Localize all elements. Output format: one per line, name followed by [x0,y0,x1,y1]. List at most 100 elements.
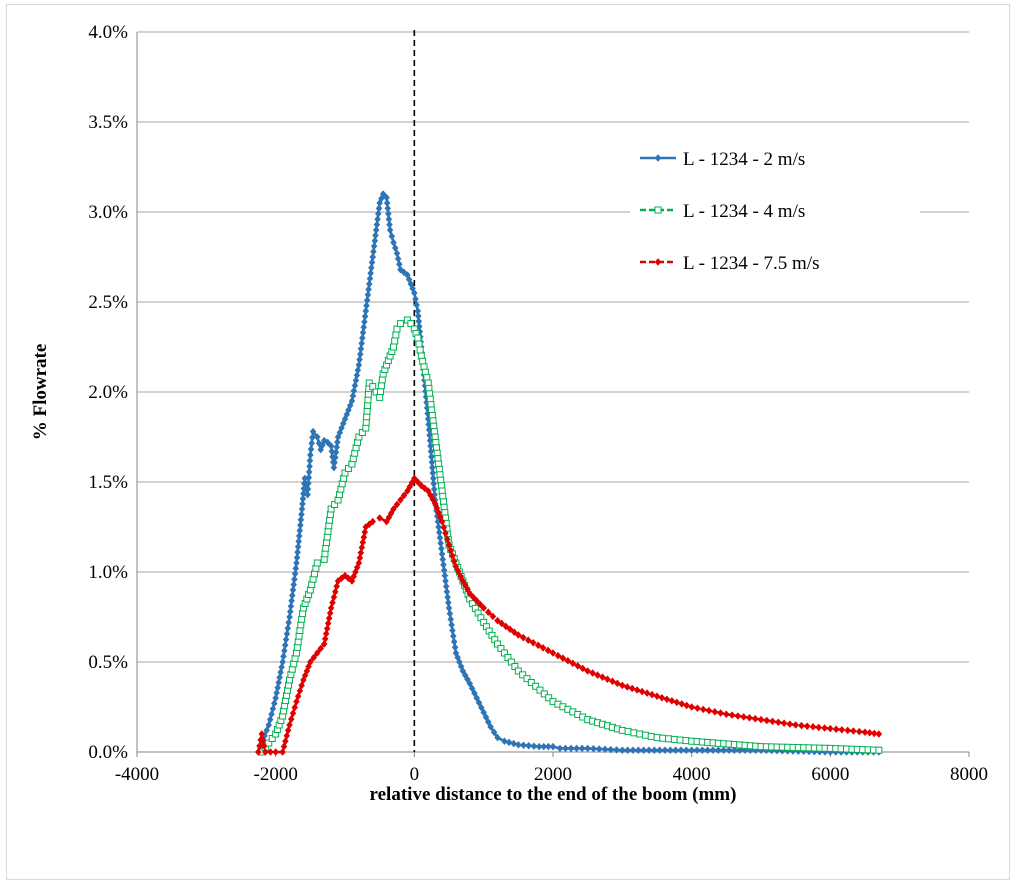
data-point [442,529,449,538]
legend-bg [630,196,920,224]
data-point [333,443,341,452]
data-point [392,331,400,339]
data-point [283,629,291,638]
data-point [306,462,313,471]
data-point [466,589,474,598]
data-point [569,659,577,668]
data-point [373,220,381,229]
data-point [827,724,834,733]
data-point [494,616,501,625]
data-point [364,290,372,299]
data-point [709,746,717,755]
data-point [578,744,586,753]
data-point [268,710,275,719]
data-point [536,686,544,694]
data-point [330,463,338,472]
data-point [705,706,713,715]
data-point [844,726,851,735]
y-tick-label: 3.0% [88,202,128,223]
data-point [359,334,366,342]
data-point [484,718,492,726]
data-point [379,190,387,198]
data-point [643,689,651,697]
data-point [661,746,669,755]
data-point [350,386,358,395]
data-point [356,350,364,359]
data-point [535,742,543,751]
data-point [331,453,339,462]
data-point [780,719,788,728]
data-point [371,236,379,245]
data-point [573,744,580,753]
data-point [272,748,279,756]
data-point [870,729,878,738]
data-point [757,715,765,724]
data-point [663,695,671,704]
data-point [775,718,782,727]
data-point [365,285,372,294]
data-point [310,653,318,662]
data-point [296,627,304,634]
data-point [579,664,587,673]
data-point [363,301,370,310]
data-point [450,632,457,641]
data-point [304,490,311,499]
x-tick-label: 2000 [534,764,572,785]
data-point [368,258,376,267]
data-point [821,724,828,732]
data-point [397,265,404,274]
x-tick-label: 4000 [673,764,711,785]
data-point [803,722,811,731]
data-point [414,478,422,486]
data-point [378,376,386,384]
data-point [305,473,313,482]
data-point [278,663,285,672]
data-point [296,686,304,695]
data-point [324,438,331,447]
data-point [574,661,582,670]
x-axis-title: relative distance to the end of the boom… [370,784,737,805]
data-point [386,226,394,234]
data-point [396,320,404,328]
data-point [305,468,313,476]
data-point [594,671,601,679]
data-point [322,544,330,552]
data-point [363,413,371,421]
data-point [641,731,649,739]
data-point [525,741,533,750]
data-point [673,698,681,707]
data-point [683,746,690,755]
data-point [317,644,325,653]
data-point [289,586,297,594]
data-point [287,602,295,611]
data-point [299,500,306,508]
series-line-1 [257,192,879,754]
data-point [363,407,371,415]
data-point [284,726,292,735]
legend-bg [630,144,920,172]
data-point [273,688,280,697]
data-point [299,610,307,618]
data-point [326,516,334,524]
data-point [277,668,284,677]
data-point [345,574,352,583]
data-point [286,613,293,621]
data-point [505,738,513,747]
x-tick-label: 0 [410,764,420,785]
data-point [447,615,455,624]
data-point [397,496,404,504]
data-point [411,474,418,483]
data-point [728,711,736,719]
y-tick-label: 2.5% [88,292,128,313]
data-point [309,427,317,436]
data-point [534,641,542,650]
data-point [391,244,399,252]
data-point [647,732,655,740]
data-point [659,734,667,742]
chart-frame [6,4,1010,880]
data-point [374,209,382,218]
data-point [376,393,384,401]
data-point [614,679,621,688]
data-point [291,569,299,578]
data-point [313,559,321,567]
